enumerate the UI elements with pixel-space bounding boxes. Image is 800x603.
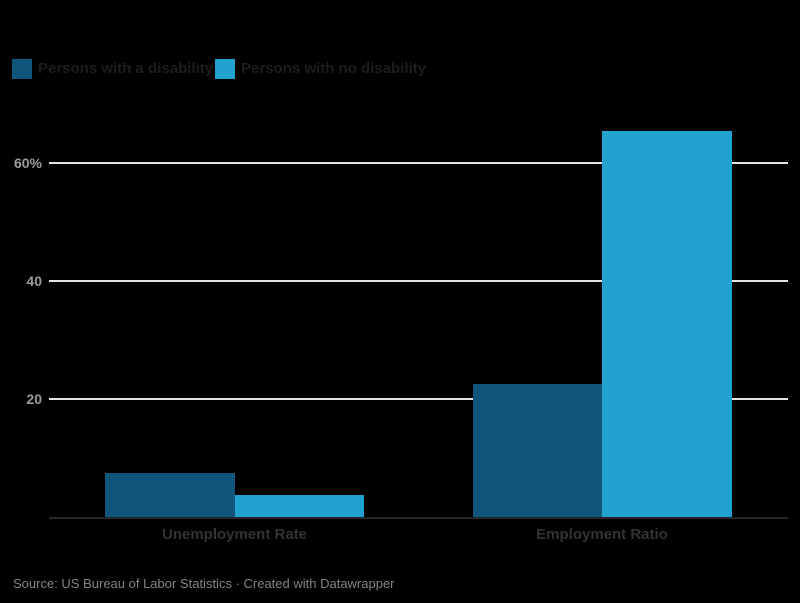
bar-unemployment-rate-no-disability [234, 494, 364, 517]
gridline-40 [49, 280, 788, 282]
legend-item-disability: Persons with a disability [12, 59, 213, 79]
legend-swatch-disability-icon [12, 59, 32, 79]
legend-label-disability: Persons with a disability [38, 60, 214, 77]
bar-employment-ratio-no-disability [602, 130, 732, 517]
source-attribution: Source: US Bureau of Labor Statistics · … [13, 576, 395, 591]
y-tick-label-40: 40 [26, 273, 42, 289]
gridline-20 [49, 398, 788, 400]
x-axis-baseline [49, 517, 788, 519]
legend-label-no-disability: Persons with no disability [241, 60, 427, 77]
bar-unemployment-rate-disability [105, 472, 235, 517]
y-tick-label-20: 20 [26, 391, 42, 407]
gridline-60 [49, 162, 788, 164]
legend-item-no-disability: Persons with no disability [215, 59, 426, 79]
y-tick-label-60: 60% [13, 155, 42, 171]
category-label-employment-ratio: Employment Ratio [536, 526, 668, 543]
category-label-unemployment-rate: Unemployment Rate [161, 526, 308, 543]
bar-employment-ratio-disability [472, 384, 602, 517]
legend-swatch-no-disability-icon [215, 59, 235, 79]
